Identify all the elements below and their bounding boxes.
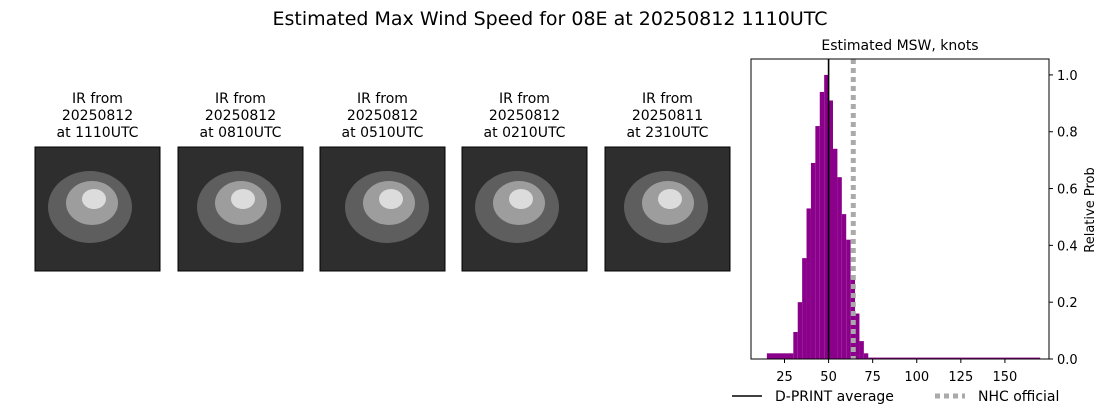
legend-label: NHC official: [978, 389, 1059, 405]
panel-caption: at 0810UTC: [200, 125, 282, 141]
bar: [859, 341, 864, 359]
y-tick-label: 0.4: [1057, 239, 1078, 254]
bar: [766, 353, 794, 359]
cloud: [658, 189, 682, 209]
bar: [815, 126, 820, 359]
legend-label: D-PRINT average: [775, 389, 894, 405]
bar: [846, 239, 851, 359]
panel-caption: 20250812: [205, 108, 276, 124]
panel-caption: 20250812: [62, 108, 133, 124]
y-tick-label: 0.6: [1057, 183, 1078, 198]
cloud: [82, 189, 106, 209]
bar: [863, 353, 869, 359]
x-tick-label: 150: [993, 370, 1018, 385]
panel-caption: at 2310UTC: [627, 125, 709, 141]
x-tick-label: 25: [776, 370, 793, 385]
panel-caption: IR from: [357, 91, 408, 107]
panel-caption: 20250812: [347, 108, 418, 124]
bar: [793, 332, 798, 359]
panel-caption: IR from: [72, 91, 123, 107]
plot-frame: [750, 58, 1050, 360]
y-tick-label: 1.0: [1057, 69, 1078, 84]
panel-caption: IR from: [499, 91, 550, 107]
bar: [837, 177, 842, 359]
y-tick-label: 0.2: [1057, 296, 1078, 311]
x-tick-label: 100: [904, 370, 929, 385]
x-tick-label: 125: [948, 370, 973, 385]
figure-title: Estimated Max Wind Speed for 08E at 2025…: [272, 8, 827, 30]
cloud: [231, 189, 255, 209]
bar: [832, 148, 838, 359]
bar: [850, 279, 856, 359]
bar: [806, 208, 811, 359]
panel-caption: IR from: [215, 91, 266, 107]
y-tick-label: 0.8: [1057, 126, 1078, 141]
bar: [868, 357, 1041, 359]
bar: [802, 258, 807, 359]
y-tick-label: 0.0: [1057, 353, 1078, 368]
bar: [855, 313, 860, 359]
bar: [841, 214, 847, 359]
cloud: [379, 189, 403, 209]
panel-caption: 20250812: [489, 108, 560, 124]
bar: [828, 100, 833, 360]
bar: [824, 74, 829, 359]
x-tick-label: 50: [820, 370, 837, 385]
panel-caption: IR from: [642, 91, 693, 107]
chart-title: Estimated MSW, knots: [821, 38, 978, 54]
x-tick-label: 75: [864, 370, 881, 385]
panel-caption: at 0510UTC: [342, 125, 424, 141]
panel-caption: at 1110UTC: [57, 125, 139, 141]
panel-caption: 20250811: [632, 108, 703, 124]
cloud: [509, 189, 533, 209]
bar: [797, 302, 803, 359]
panel-caption: at 0210UTC: [484, 125, 566, 141]
bar: [819, 91, 825, 360]
y-axis-label: Relative Prob: [1083, 167, 1098, 252]
bar: [810, 162, 816, 359]
